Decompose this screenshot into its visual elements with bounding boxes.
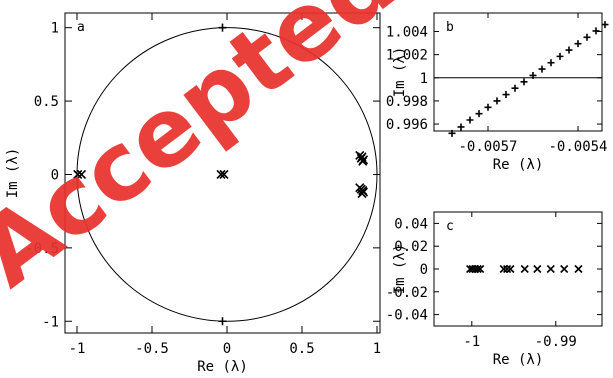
plus-point: [574, 40, 582, 48]
x-point: [476, 264, 485, 274]
plus-point: [457, 123, 465, 131]
x-point: [533, 264, 542, 274]
plus-point: [466, 116, 474, 124]
plus-point: [475, 110, 483, 118]
y-tick-label: -0.5: [25, 241, 59, 257]
plus-point: [511, 84, 519, 92]
plus-point: [556, 52, 564, 60]
x-point: [506, 264, 515, 274]
x-point: [520, 264, 529, 274]
y-tick-label: 1.002: [386, 48, 428, 64]
x-tick-label: -1: [69, 341, 86, 357]
x-point: [358, 187, 369, 197]
x-tick-label: 0: [223, 341, 231, 357]
y-axis-label: Im (λ): [392, 244, 408, 295]
x-point: [76, 169, 87, 180]
plus-point: [529, 71, 537, 79]
plus-point: [592, 27, 600, 35]
panel-label: a: [77, 20, 85, 35]
plus-point: [484, 103, 492, 111]
x-tick-label: 1: [373, 341, 381, 357]
x-point: [503, 264, 512, 274]
plot-frame: [433, 12, 603, 132]
x-axis-label: Re (λ): [493, 352, 544, 368]
y-tick-label: 0: [51, 167, 59, 183]
plus-point: [583, 33, 591, 41]
y-axis-label: Im (λ): [392, 47, 408, 98]
panel-b: -0.0057 -0.0054 0.996 0.998 1 1.002 1.004 b Re (…: [386, 12, 609, 173]
x-tick-label: -0.99: [535, 334, 577, 350]
y-tick-label: -1: [42, 314, 59, 330]
x-tick-label: -1: [463, 334, 480, 350]
x-tick-label: -0.0057: [458, 139, 517, 155]
y-tick-label: -0.02: [386, 285, 428, 301]
plus-point: [547, 59, 555, 67]
panel-label: c: [446, 219, 454, 234]
y-tick-label: 1: [420, 71, 428, 87]
y-tick-label: 0: [420, 262, 428, 278]
plus-point: [601, 21, 609, 29]
panel-label: b: [446, 20, 454, 35]
x-point: [358, 155, 369, 165]
y-tick-label: 1.004: [386, 25, 428, 41]
x-point: [574, 264, 583, 274]
y-axis-label: Im (λ): [5, 148, 21, 199]
x-point: [73, 169, 83, 180]
x-point: [499, 264, 508, 274]
x-point: [473, 264, 482, 274]
plus-point: [493, 97, 501, 105]
y-tick-label: -0.04: [386, 308, 428, 324]
x-axis-label: Re (λ): [197, 359, 248, 375]
x-tick-label: -0.0054: [548, 139, 607, 155]
plus-point: [218, 317, 227, 326]
x-tick-label: -0.5: [135, 341, 169, 357]
panel-c: -1 -0.99 -0.04 -0.02 0 0.02 0.04 c Re (λ) Im (λ): [386, 211, 603, 368]
y-tick-label: 1: [51, 21, 59, 37]
x-point: [219, 169, 229, 180]
watermark-text: Accepted manuscript: [0, 0, 613, 308]
x-axis-label: Re (λ): [493, 157, 544, 173]
plus-point: [218, 23, 227, 32]
plus-point: [538, 65, 546, 73]
x-tick-label: 0.5: [289, 341, 314, 357]
y-tick-label: 0.996: [386, 117, 428, 133]
panel-a: -1 -0.5 0 0.5 1 -1 -0.5 0 0.5 1 a Re (λ) Im (λ): [5, 12, 381, 375]
x-point: [560, 264, 569, 274]
plus-point: [448, 129, 456, 137]
plus-point: [502, 91, 510, 99]
x-point: [216, 169, 226, 180]
y-tick-label: 0.02: [394, 239, 428, 255]
plus-point: [565, 46, 573, 54]
plot-frame: [64, 12, 381, 334]
plot-frame: [433, 211, 603, 327]
y-tick-label: 0.998: [386, 94, 428, 110]
plus-point: [520, 78, 528, 86]
y-tick-label: 0.04: [394, 216, 428, 232]
y-tick-label: 0.5: [34, 94, 59, 110]
x-point: [546, 264, 555, 274]
